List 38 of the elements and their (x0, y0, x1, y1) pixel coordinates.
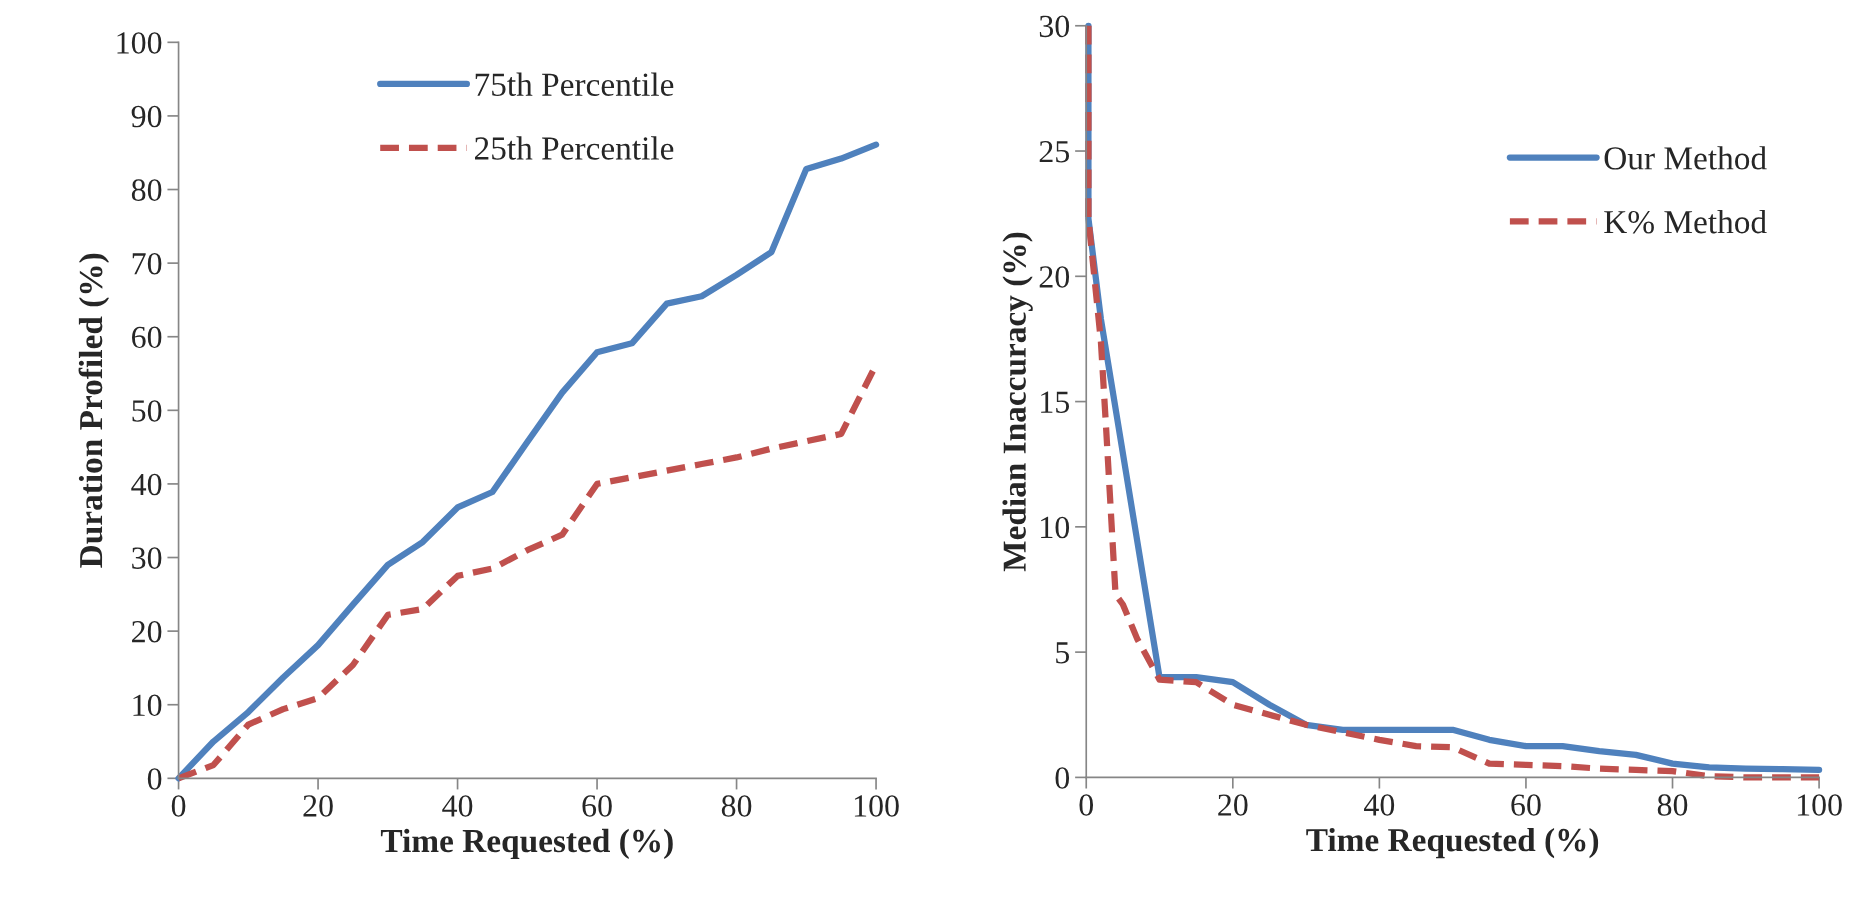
y-tick-label: 20 (132, 620, 162, 643)
x-tick-label: 0 (171, 795, 186, 817)
x-tick-label: 80 (721, 795, 752, 817)
y-tick-label: 0 (147, 768, 162, 790)
y-tick-label: 30 (132, 547, 162, 569)
x-tick-label: 0 (1079, 794, 1094, 816)
y-tick-label: 70 (132, 252, 162, 275)
y-tick-label: 80 (131, 179, 162, 201)
x-tick-label: 40 (442, 795, 473, 817)
y-axis-title: Median Inaccuracy (%) (1002, 232, 1033, 572)
x-tick-label: 60 (1511, 794, 1541, 816)
y-axis-title: Duration Profiled (%) (78, 253, 110, 568)
y-tick-label: 60 (132, 326, 162, 349)
y-tick-label: 30 (1039, 15, 1070, 38)
y-tick-label: 5 (1056, 642, 1070, 664)
x-tick-label: 80 (1657, 794, 1688, 816)
y-tick-label: 10 (1041, 516, 1070, 539)
legend-label: 75th Percentile (475, 72, 674, 96)
legend-label: K% Method (1604, 209, 1767, 234)
x-tick-label: 60 (582, 795, 612, 817)
y-tick-label: 20 (1039, 266, 1070, 288)
y-tick-label: 50 (132, 400, 162, 422)
y-tick-label: 15 (1041, 391, 1070, 413)
legend-label: 25th Percentile (475, 136, 674, 160)
y-tick-label: 90 (131, 105, 162, 128)
y-tick-label: 10 (133, 694, 162, 717)
x-tick-label: 100 (854, 795, 899, 817)
legend-label: Our Method (1604, 146, 1767, 170)
x-axis-title: Time Requested (%) (1306, 827, 1599, 859)
y-tick-label: 25 (1039, 140, 1070, 163)
x-tick-label: 100 (1797, 794, 1842, 816)
x-tick-label: 20 (1218, 794, 1248, 816)
x-axis-title: Time Requested (%) (380, 828, 673, 860)
x-tick-label: 20 (303, 795, 333, 817)
y-tick-label: 0 (1055, 767, 1070, 789)
y-tick-label: 100 (117, 32, 162, 54)
x-tick-label: 40 (1364, 794, 1395, 816)
y-tick-label: 40 (131, 473, 162, 496)
